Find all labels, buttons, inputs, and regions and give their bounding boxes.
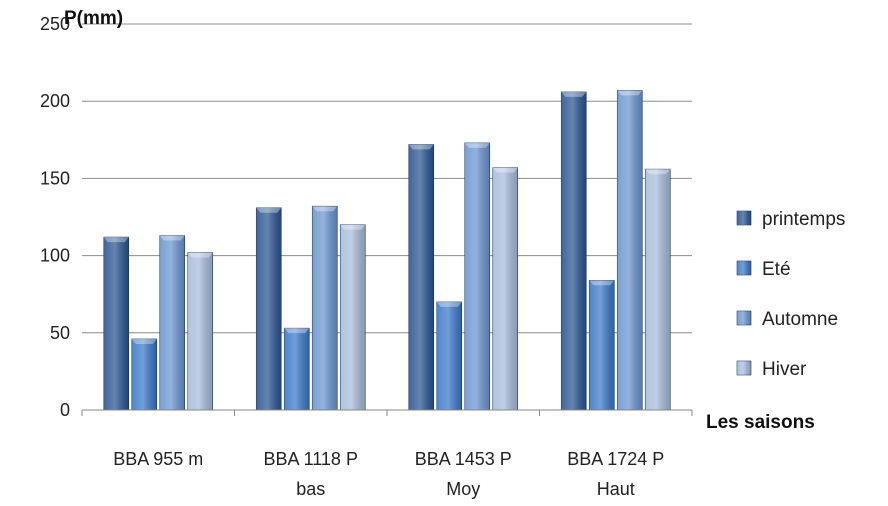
y-tick-label: 100 — [40, 246, 70, 266]
legend-label: Automne — [762, 309, 838, 330]
x-axis-categories: BBA 955 m BBA 1118 P bas BBA 1453 P Moy BBA 1… — [81, 410, 693, 499]
bar — [311, 205, 338, 411]
bar — [159, 235, 186, 411]
bar — [283, 327, 310, 411]
y-tick-label: 150 — [40, 168, 70, 188]
x-category-label: Haut — [597, 479, 635, 499]
legend-item: Hiver — [736, 359, 807, 380]
x-category-label: BBA 955 m — [113, 449, 203, 469]
y-axis-label: P(mm) — [64, 8, 123, 29]
x-category-label: bas — [296, 479, 325, 499]
bar — [588, 280, 615, 411]
bar — [103, 236, 130, 411]
legend: printemps Eté Automne Hiver — [736, 209, 845, 380]
x-category-label: BBA 1724 P — [567, 449, 664, 469]
bar — [644, 168, 671, 411]
y-axis-ticks: 0 50 100 150 200 250 — [40, 14, 70, 420]
bar — [464, 142, 491, 411]
bars — [103, 90, 671, 411]
legend-item: Automne — [736, 309, 838, 330]
legend-item: printemps — [736, 209, 845, 230]
x-category-label: BBA 1453 P — [415, 449, 512, 469]
x-category-label: Moy — [446, 479, 480, 499]
bar — [255, 207, 282, 411]
y-tick-label: 0 — [60, 400, 70, 420]
bar — [616, 90, 643, 411]
legend-label: printemps — [762, 209, 845, 230]
legend-label: Eté — [762, 259, 791, 280]
bar — [339, 224, 366, 411]
bar — [492, 167, 519, 411]
bar — [436, 301, 463, 411]
bar — [408, 144, 435, 411]
x-category-label: BBA 1118 P — [264, 449, 358, 469]
legend-item: Eté — [736, 259, 791, 280]
y-tick-label: 50 — [50, 323, 70, 343]
y-tick-label: 200 — [40, 91, 70, 111]
bar — [560, 91, 587, 411]
bar — [131, 338, 158, 411]
x-axis-label: Les saisons — [706, 412, 815, 433]
y-tick-label: 250 — [40, 14, 70, 34]
bar — [187, 252, 214, 411]
legend-label: Hiver — [762, 359, 807, 380]
